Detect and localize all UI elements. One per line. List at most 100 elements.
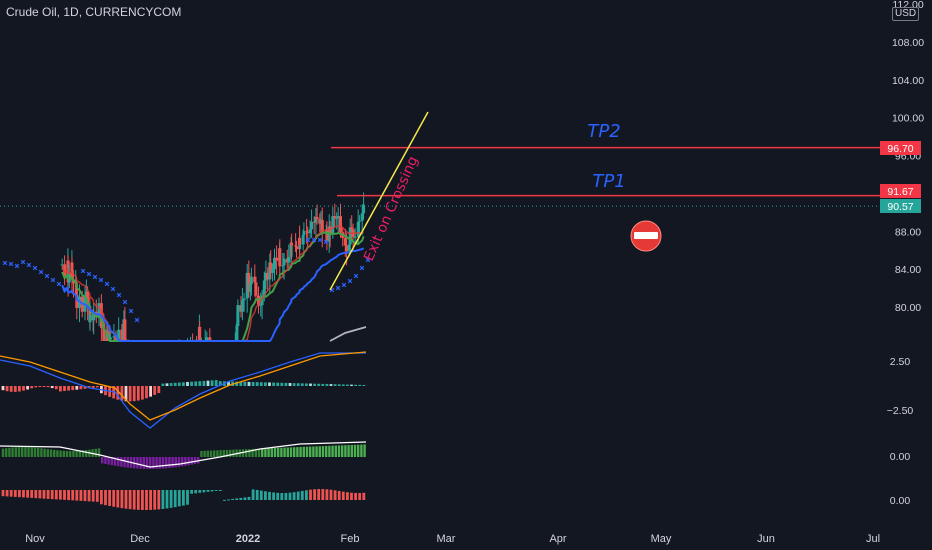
price-axis[interactable]: 112.00108.00104.00100.0096.0092.0088.008…: [887, 0, 925, 507]
momentum-bar: [177, 490, 181, 507]
macd-bar: [272, 382, 275, 386]
osc-bar: [177, 457, 181, 467]
time-tick: Apr: [549, 533, 566, 545]
price-tick: 100.00: [892, 113, 924, 125]
osc-bar: [353, 444, 357, 457]
osc-bar: [267, 448, 270, 457]
candle-body: [248, 284, 252, 292]
levels[interactable]: TP2 TP1: [0, 121, 880, 207]
candle-body: [348, 227, 352, 245]
macd-bar: [194, 381, 198, 386]
momentum-bar: [157, 490, 161, 510]
momentum-bar: [227, 499, 230, 501]
momentum-bar: [79, 490, 83, 501]
psar-mark: [38, 269, 44, 275]
momentum-bar: [198, 490, 202, 493]
osc-bar: [46, 449, 49, 457]
osc-bar: [254, 448, 257, 457]
macd-bar: [67, 386, 70, 391]
osc-bar: [181, 457, 184, 467]
price-tick: 104.00: [892, 75, 924, 87]
candle-body: [350, 227, 354, 230]
momentum-bar: [300, 490, 304, 500]
time-axis[interactable]: Nov Dec 2022 Feb Mar Apr May Jun Jul: [25, 533, 880, 545]
momentum-bar: [362, 492, 366, 500]
macd-bar: [259, 382, 263, 386]
osc-bar: [328, 445, 331, 457]
osc-bar: [341, 445, 344, 457]
psar-mark: [98, 277, 104, 283]
candle-body: [298, 237, 302, 245]
osc-bar: [139, 457, 142, 469]
momentum-bar: [5, 490, 9, 497]
macd-bar: [79, 386, 83, 390]
osc-bar: [241, 449, 245, 457]
momentum-bar: [186, 490, 189, 505]
psar-mark: [2, 260, 8, 266]
osc-bar: [171, 457, 174, 468]
momentum-pane: [1, 489, 366, 510]
osc-bar: [161, 457, 165, 469]
psar-mark: [80, 268, 86, 274]
momentum-bar: [223, 499, 226, 501]
candle-body: [275, 257, 279, 261]
osc-bar: [219, 450, 222, 457]
macd-bar: [317, 383, 321, 386]
momentum-bar: [30, 490, 34, 498]
momentum-bar: [329, 489, 333, 500]
osc-bar: [187, 457, 190, 466]
momentum-bar: [284, 492, 288, 500]
macd-bar: [173, 382, 177, 386]
candle-body: [353, 236, 357, 238]
currency-badge[interactable]: USD: [892, 7, 920, 21]
macd-bar: [157, 386, 161, 394]
osc-bar: [75, 450, 78, 457]
osc-bar: [136, 457, 139, 469]
momentum-bar: [288, 492, 292, 500]
macd-bar: [22, 386, 25, 391]
momentum-bar: [169, 490, 173, 508]
price-pane[interactable]: TP2 TP1 Exit on Crossing: [0, 111, 880, 342]
candle-body: [269, 262, 273, 273]
candle-body: [314, 217, 318, 223]
candle-body: [198, 326, 202, 341]
macd-bar: [300, 383, 304, 386]
candle-body: [306, 232, 310, 234]
osc-bar: [331, 445, 334, 457]
momentum-bar: [54, 490, 58, 500]
osc-bar: [200, 450, 203, 457]
osc-bar: [152, 457, 155, 469]
macd-bar: [141, 386, 144, 400]
osc-bar: [97, 448, 101, 457]
osc-bar: [190, 457, 193, 465]
psar-mark: [44, 273, 50, 279]
osc-bar: [337, 445, 341, 457]
macd-bar: [341, 384, 345, 386]
osc-bar: [257, 448, 261, 457]
macd-bar: [313, 383, 316, 386]
macd-bar: [128, 386, 132, 402]
momentum-bar: [173, 490, 177, 508]
macd-line: [0, 352, 366, 429]
osc-bar: [117, 457, 120, 467]
osc-bar: [94, 448, 97, 457]
macd-bar: [296, 383, 300, 386]
momentum-bar: [206, 490, 210, 492]
candle-body: [70, 262, 74, 280]
momentum-bar: [153, 490, 157, 510]
tp1-price-badge: [880, 184, 921, 198]
osc-bar: [264, 448, 267, 457]
tp2-price-badge: [880, 141, 921, 155]
macd-bar: [30, 386, 34, 389]
candle-body: [266, 272, 270, 280]
momentum-bar: [341, 491, 345, 500]
osc-bar: [325, 445, 328, 457]
last-price-badge: [880, 199, 921, 213]
macd-bar: [218, 381, 222, 386]
trendline[interactable]: [329, 111, 429, 291]
macd-bar: [38, 386, 42, 387]
momentum-bar: [202, 490, 206, 493]
candle-body: [295, 246, 298, 250]
psar-mark: [110, 286, 116, 292]
